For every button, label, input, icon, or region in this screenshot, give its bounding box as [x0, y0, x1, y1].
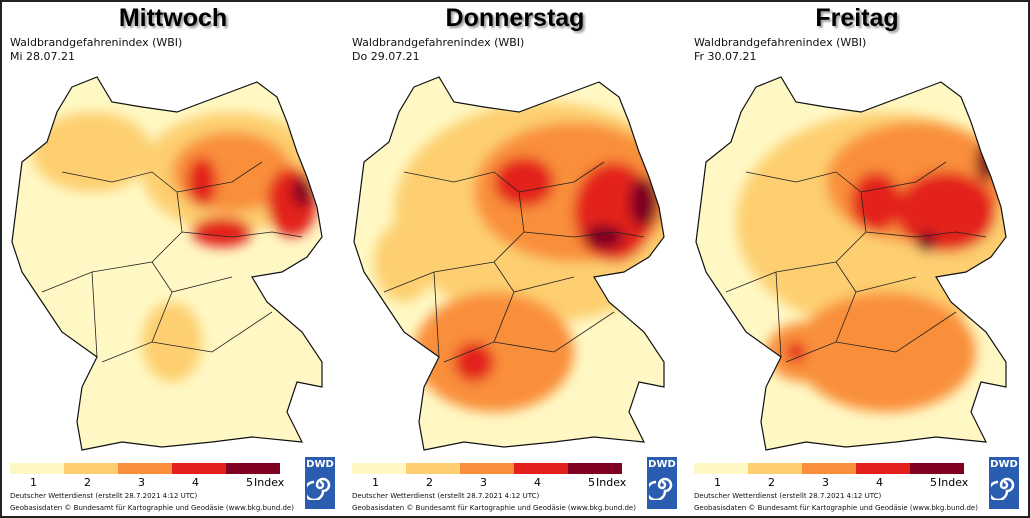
- danger-region: [629, 177, 659, 227]
- danger-region: [192, 217, 252, 247]
- danger-region: [976, 142, 996, 182]
- legend-swatch-1: [352, 463, 406, 474]
- danger-region: [32, 112, 152, 192]
- forecast-date: Mi 28.07.21: [10, 50, 76, 63]
- legend-label: 4: [192, 476, 199, 489]
- legend-swatch-3: [802, 463, 856, 474]
- danger-region: [292, 177, 312, 207]
- credit-dwd: Deutscher Wetterdienst (erstellt 28.7.20…: [694, 492, 882, 500]
- legend-swatch-1: [10, 463, 64, 474]
- state-borders: [383, 161, 645, 363]
- color-legend: [10, 463, 280, 474]
- dwd-logo: DWD: [303, 457, 335, 509]
- legend-label: 4: [534, 476, 541, 489]
- forecast-panel-donnerstag: Donnerstag Waldbrandgefahrenindex (WBI) …: [344, 2, 686, 516]
- day-title: Freitag: [815, 4, 899, 32]
- danger-region: [584, 225, 624, 249]
- legend-swatch-5: [568, 463, 622, 474]
- danger-region: [896, 172, 996, 252]
- legend-unit: Index: [254, 476, 285, 489]
- danger-region: [187, 157, 217, 207]
- forecast-panel-mittwoch: Mittwoch Waldbrandgefahrenindex (WBI) Mi…: [2, 2, 344, 516]
- legend-swatch-2: [64, 463, 118, 474]
- country-border: [11, 76, 323, 451]
- day-title: Donnerstag: [445, 4, 585, 32]
- map-title: Waldbrandgefahrenindex (WBI): [352, 36, 525, 49]
- danger-region: [796, 292, 976, 412]
- credit-bkg: Geobasisdaten © Bundesamt für Kartograph…: [10, 504, 294, 512]
- legend-label: 5: [588, 476, 595, 489]
- danger-region: [414, 292, 574, 412]
- map-title: Waldbrandgefahrenindex (WBI): [694, 36, 867, 49]
- state-borders: [41, 161, 303, 363]
- legend-label: 2: [84, 476, 91, 489]
- legend-label: 1: [372, 476, 379, 489]
- dwd-swirl-icon: [987, 477, 1015, 502]
- legend-swatch-1: [694, 463, 748, 474]
- legend-label: 1: [714, 476, 721, 489]
- legend-label: 5: [930, 476, 937, 489]
- forecast-date: Do 29.07.21: [352, 50, 420, 63]
- forecast-panel-freitag: Freitag Waldbrandgefahrenindex (WBI) Fr …: [686, 2, 1028, 516]
- danger-region: [916, 232, 936, 252]
- legend-label: 2: [426, 476, 433, 489]
- legend-label: 3: [822, 476, 829, 489]
- danger-region: [267, 167, 317, 237]
- map-title: Waldbrandgefahrenindex (WBI): [10, 36, 183, 49]
- dwd-swirl-icon: [645, 477, 673, 502]
- danger-region: [851, 172, 901, 232]
- credit-dwd: Deutscher Wetterdienst (erstellt 28.7.20…: [10, 492, 198, 500]
- danger-region: [142, 302, 202, 382]
- legend-swatch-3: [118, 463, 172, 474]
- legend-swatch-2: [406, 463, 460, 474]
- day-title: Mittwoch: [118, 4, 228, 32]
- credit-bkg: Geobasisdaten © Bundesamt für Kartograph…: [694, 504, 978, 512]
- legend-label: 5: [246, 476, 253, 489]
- danger-region: [494, 157, 554, 207]
- legend-unit: Index: [596, 476, 627, 489]
- germany-fire-danger-map: [11, 76, 323, 451]
- legend-swatch-2: [748, 463, 802, 474]
- credit-bkg: Geobasisdaten © Bundesamt für Kartograph…: [352, 504, 636, 512]
- country-border: [353, 76, 665, 451]
- danger-region: [454, 342, 494, 382]
- danger-region: [374, 222, 434, 302]
- dwd-logo: DWD: [645, 457, 677, 509]
- dwd-swirl-icon: [303, 477, 331, 502]
- dwd-logo: DWD: [987, 457, 1019, 509]
- country-border: [695, 76, 1007, 451]
- legend-unit: Index: [938, 476, 969, 489]
- legend-label: 1: [30, 476, 37, 489]
- legend-label: 2: [768, 476, 775, 489]
- forecast-date: Fr 30.07.21: [694, 50, 757, 63]
- state-borders: [725, 161, 987, 363]
- color-legend: [352, 463, 622, 474]
- germany-fire-danger-map: [695, 76, 1007, 451]
- legend-swatch-4: [514, 463, 568, 474]
- legend-swatch-5: [910, 463, 964, 474]
- germany-fire-danger-map: [353, 76, 665, 451]
- legend-swatch-4: [856, 463, 910, 474]
- legend-label: 3: [138, 476, 145, 489]
- legend-swatch-3: [460, 463, 514, 474]
- legend-label: 3: [480, 476, 487, 489]
- legend-swatch-4: [172, 463, 226, 474]
- legend-label: 4: [876, 476, 883, 489]
- danger-region: [786, 342, 806, 362]
- credit-dwd: Deutscher Wetterdienst (erstellt 28.7.20…: [352, 492, 540, 500]
- color-legend: [694, 463, 964, 474]
- legend-swatch-5: [226, 463, 280, 474]
